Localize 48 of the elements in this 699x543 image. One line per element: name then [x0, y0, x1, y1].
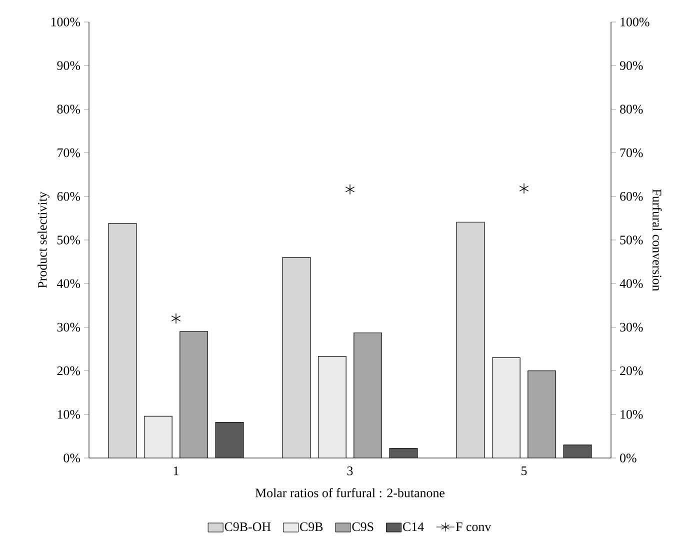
y-tick-label: 90% [57, 61, 80, 70]
legend-label: C9S [352, 522, 374, 532]
bar [456, 222, 485, 458]
bar [108, 223, 137, 458]
y-tick-label: 0% [64, 454, 80, 462]
y2-tick-label: 0% [620, 454, 636, 462]
y2-tick-label: 90% [620, 61, 643, 70]
x-axis-title: Molar ratios of furfural : 2-butanone [255, 488, 445, 498]
y2-tick-label: 80% [620, 104, 643, 114]
x-tick-label: 3 [347, 466, 353, 476]
y2-axis-title: Furfural conversion [652, 189, 662, 292]
bar [563, 444, 592, 458]
bar [318, 356, 346, 458]
y2-tick-label: 30% [620, 322, 643, 332]
bar [528, 370, 556, 458]
point [345, 184, 355, 195]
y2-tick-label: 70% [620, 148, 643, 158]
y-tick-label: 70% [58, 148, 80, 158]
y2-tick-label: 10% [620, 410, 643, 419]
legend-label: C14 [403, 522, 424, 532]
y-tick-label: 20% [57, 366, 80, 376]
bar [215, 422, 244, 458]
x-tick-label: 1 [174, 466, 178, 476]
bar [180, 331, 208, 458]
legend-label: F conv [456, 522, 492, 532]
bar [144, 416, 172, 458]
y-tick-label: 60% [57, 192, 80, 201]
y-tick-label: 30% [57, 322, 80, 332]
y2-tick-label: 40% [620, 279, 643, 288]
y2-tick-label: 20% [620, 366, 643, 376]
y-tick-label: 40% [56, 279, 80, 288]
y-tick-label: 80% [57, 104, 80, 114]
legend-label: C9B [300, 522, 323, 532]
bar [492, 357, 520, 458]
legend-label: C9B-OH [224, 522, 271, 532]
y2-tick-label: 100% [620, 18, 650, 26]
x-tick-label: 5 [522, 466, 527, 476]
bar [282, 257, 311, 458]
bar [390, 448, 418, 458]
y-tick-label: 100% [51, 18, 80, 26]
y-tick-label: 50% [57, 236, 80, 244]
y2-tick-label: 50% [620, 236, 643, 244]
bar [354, 332, 382, 458]
point [171, 313, 181, 324]
point [519, 183, 529, 194]
y-axis-title: Product selectivity [38, 192, 50, 288]
y2-tick-label: 60% [620, 192, 643, 201]
y-tick-label: 10% [58, 410, 80, 419]
